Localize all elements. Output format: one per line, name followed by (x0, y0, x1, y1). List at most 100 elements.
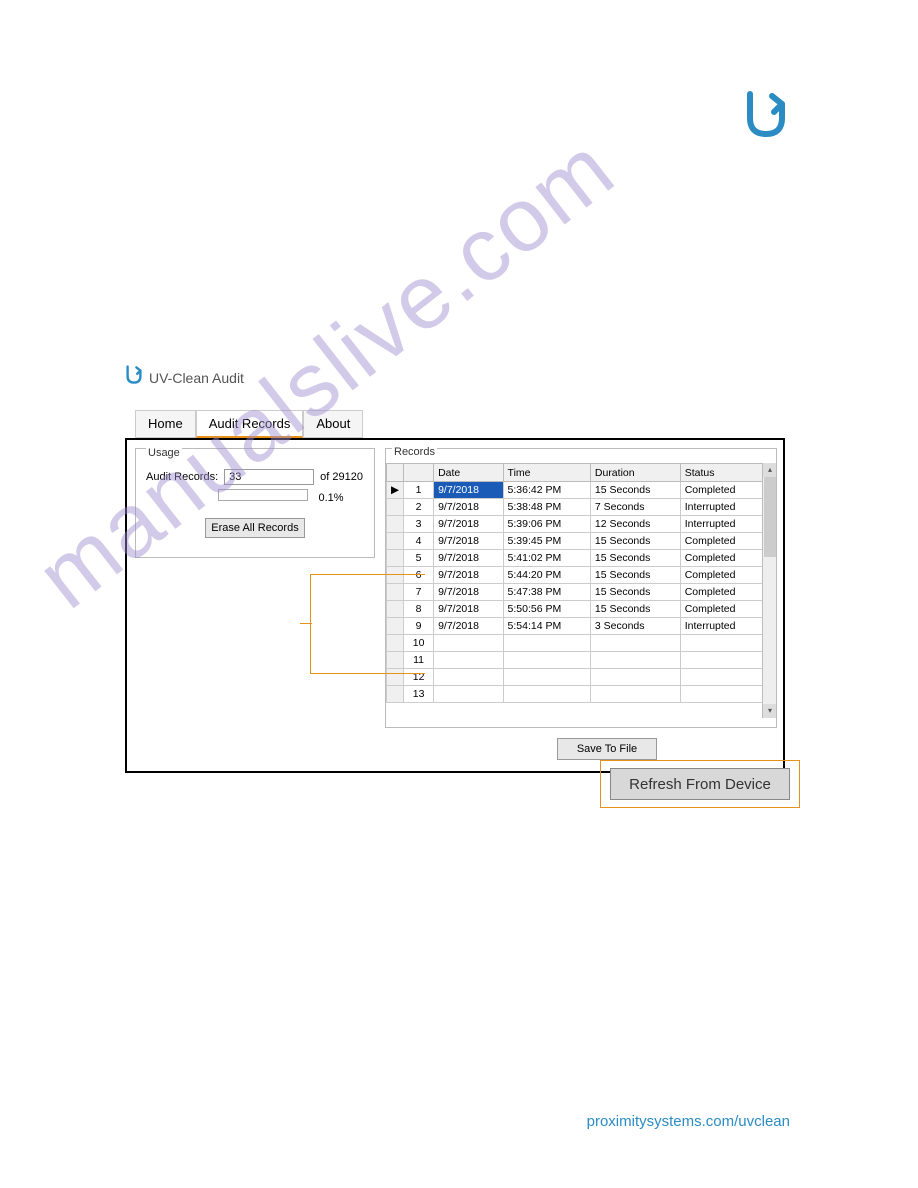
col-date[interactable]: Date (434, 464, 503, 482)
row-pointer-icon (387, 669, 404, 686)
scroll-up-icon[interactable]: ▴ (763, 463, 776, 477)
tab-audit-records[interactable]: Audit Records (196, 410, 304, 438)
cell-date[interactable]: 9/7/2018 (434, 550, 503, 567)
cell-duration[interactable]: 15 Seconds (590, 584, 680, 601)
cell-time[interactable]: 5:54:14 PM (503, 618, 590, 635)
cell-status[interactable] (680, 686, 763, 703)
row-number: 5 (404, 550, 434, 567)
cell-status[interactable]: Completed (680, 601, 763, 618)
table-scrollbar[interactable]: ▴ ▾ (762, 463, 776, 718)
row-number: 4 (404, 533, 434, 550)
scroll-thumb[interactable] (764, 477, 776, 557)
row-pointer-icon (387, 499, 404, 516)
row-number: 10 (404, 635, 434, 652)
footer-url[interactable]: proximitysystems.com/uvclean (587, 1113, 790, 1130)
app-logo-icon (125, 365, 143, 390)
cell-date[interactable] (434, 686, 503, 703)
cell-status[interactable] (680, 669, 763, 686)
cell-duration[interactable] (590, 669, 680, 686)
table-row[interactable]: 59/7/20185:41:02 PM15 SecondsCompleted (387, 550, 764, 567)
cell-status[interactable]: Completed (680, 584, 763, 601)
cell-date[interactable]: 9/7/2018 (434, 482, 503, 499)
row-pointer-icon (387, 516, 404, 533)
cell-status[interactable]: Completed (680, 482, 763, 499)
col-status[interactable]: Status (680, 464, 763, 482)
cell-date[interactable] (434, 669, 503, 686)
save-to-file-button[interactable]: Save To File (557, 738, 657, 760)
cell-status[interactable]: Completed (680, 550, 763, 567)
cell-time[interactable]: 5:50:56 PM (503, 601, 590, 618)
row-pointer-icon (387, 584, 404, 601)
cell-duration[interactable]: 15 Seconds (590, 482, 680, 499)
cell-date[interactable]: 9/7/2018 (434, 499, 503, 516)
cell-time[interactable]: 5:36:42 PM (503, 482, 590, 499)
cell-time[interactable]: 5:38:48 PM (503, 499, 590, 516)
row-number: 3 (404, 516, 434, 533)
cell-status[interactable]: Completed (680, 567, 763, 584)
erase-all-records-button[interactable]: Erase All Records (205, 518, 305, 538)
cell-time[interactable] (503, 652, 590, 669)
cell-duration[interactable] (590, 635, 680, 652)
usage-percent: 0.1% (318, 492, 343, 504)
cell-duration[interactable]: 15 Seconds (590, 550, 680, 567)
table-row[interactable]: 49/7/20185:39:45 PM15 SecondsCompleted (387, 533, 764, 550)
cell-time[interactable]: 5:47:38 PM (503, 584, 590, 601)
col-time[interactable]: Time (503, 464, 590, 482)
cell-status[interactable]: Interrupted (680, 516, 763, 533)
app-window: UV-Clean Audit Home Audit Records About … (125, 365, 785, 773)
cell-duration[interactable]: 15 Seconds (590, 601, 680, 618)
cell-date[interactable] (434, 652, 503, 669)
cell-duration[interactable]: 15 Seconds (590, 567, 680, 584)
cell-duration[interactable] (590, 652, 680, 669)
scroll-down-icon[interactable]: ▾ (763, 704, 776, 718)
table-row[interactable]: 29/7/20185:38:48 PM7 SecondsInterrupted (387, 499, 764, 516)
col-duration[interactable]: Duration (590, 464, 680, 482)
cell-time[interactable] (503, 635, 590, 652)
col-pointer (387, 464, 404, 482)
table-row[interactable]: 10 (387, 635, 764, 652)
audit-records-total: of 29120 (320, 471, 363, 483)
cell-status[interactable] (680, 652, 763, 669)
table-row[interactable]: 39/7/20185:39:06 PM12 SecondsInterrupted (387, 516, 764, 533)
cell-time[interactable]: 5:44:20 PM (503, 567, 590, 584)
table-row[interactable]: ▶19/7/20185:36:42 PM15 SecondsCompleted (387, 482, 764, 499)
tab-about[interactable]: About (303, 410, 363, 438)
row-pointer-icon (387, 533, 404, 550)
cell-duration[interactable]: 12 Seconds (590, 516, 680, 533)
cell-date[interactable]: 9/7/2018 (434, 567, 503, 584)
cell-date[interactable]: 9/7/2018 (434, 533, 503, 550)
cell-status[interactable]: Interrupted (680, 499, 763, 516)
table-row[interactable]: 79/7/20185:47:38 PM15 SecondsCompleted (387, 584, 764, 601)
table-row[interactable]: 13 (387, 686, 764, 703)
cell-date[interactable] (434, 635, 503, 652)
cell-date[interactable]: 9/7/2018 (434, 601, 503, 618)
records-group: Records Date Time Duration Status ▶19/7/ (385, 448, 777, 728)
cell-status[interactable]: Interrupted (680, 618, 763, 635)
cell-duration[interactable]: 7 Seconds (590, 499, 680, 516)
cell-time[interactable]: 5:41:02 PM (503, 550, 590, 567)
table-row[interactable]: 89/7/20185:50:56 PM15 SecondsCompleted (387, 601, 764, 618)
row-number: 2 (404, 499, 434, 516)
cell-date[interactable]: 9/7/2018 (434, 618, 503, 635)
cell-duration[interactable]: 15 Seconds (590, 533, 680, 550)
row-pointer-icon (387, 601, 404, 618)
cell-time[interactable]: 5:39:06 PM (503, 516, 590, 533)
refresh-from-device-button[interactable]: Refresh From Device (610, 768, 790, 800)
table-row[interactable]: 99/7/20185:54:14 PM3 SecondsInterrupted (387, 618, 764, 635)
table-row[interactable]: 11 (387, 652, 764, 669)
cell-time[interactable] (503, 669, 590, 686)
cell-date[interactable]: 9/7/2018 (434, 516, 503, 533)
tab-bar: Home Audit Records About (135, 410, 785, 438)
table-row[interactable]: 69/7/20185:44:20 PM15 SecondsCompleted (387, 567, 764, 584)
usage-group-label: Usage (146, 447, 182, 459)
cell-time[interactable] (503, 686, 590, 703)
cell-status[interactable] (680, 635, 763, 652)
audit-records-input[interactable] (224, 469, 314, 485)
cell-date[interactable]: 9/7/2018 (434, 584, 503, 601)
cell-duration[interactable]: 3 Seconds (590, 618, 680, 635)
cell-time[interactable]: 5:39:45 PM (503, 533, 590, 550)
cell-duration[interactable] (590, 686, 680, 703)
cell-status[interactable]: Completed (680, 533, 763, 550)
table-row[interactable]: 12 (387, 669, 764, 686)
tab-home[interactable]: Home (135, 410, 196, 438)
